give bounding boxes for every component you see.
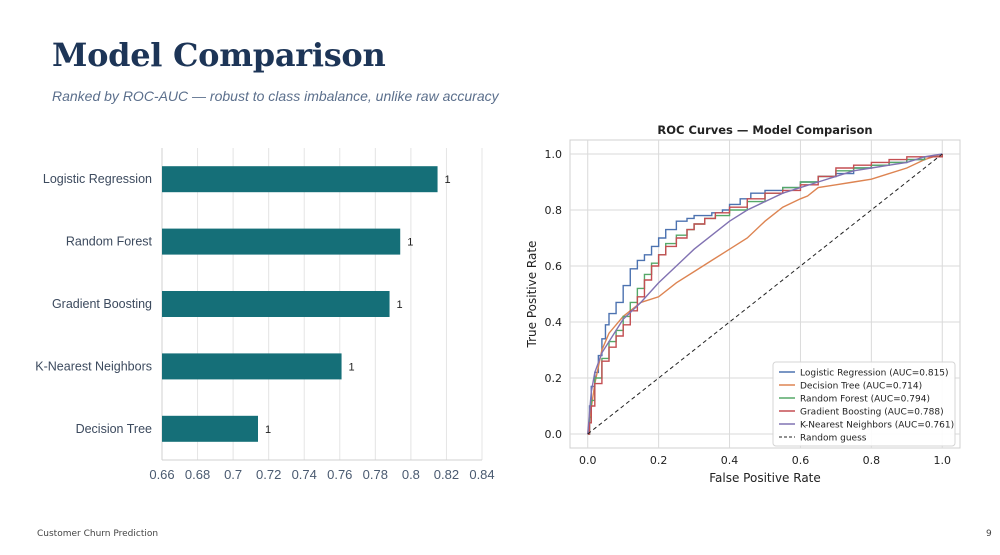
legend-label: Gradient Boosting (AUC=0.788)	[800, 408, 944, 418]
bar-category-label: Decision Tree	[76, 422, 152, 436]
x-tick-label: 0.68	[185, 467, 210, 482]
slide-title: Model Comparison	[52, 36, 386, 74]
roc-series-line	[587, 153, 943, 435]
bar-value-label: 1	[265, 424, 271, 436]
x-tick-label: 1.0	[934, 454, 952, 467]
x-tick-label: 0.4	[721, 454, 739, 467]
y-tick-label: 0.8	[545, 204, 563, 217]
bar	[162, 228, 401, 255]
roc-series-line	[587, 153, 943, 435]
bar	[162, 415, 258, 442]
chart-title: ROC Curves — Model Comparison	[657, 123, 872, 137]
y-tick-label: 0.2	[545, 372, 563, 385]
bar-value-label: 1	[349, 361, 355, 373]
auc-bar-chart: 0.66 0.68 0.7 0.72 0.74 0.76 0.78 0.8 0.82 0.84 Lo…	[35, 148, 495, 482]
x-tick-label: 0.82	[434, 467, 459, 482]
x-tick-label: 0.8	[402, 467, 420, 482]
bar-category-label: Logistic Regression	[43, 172, 152, 186]
x-tick-label: 0.2	[650, 454, 668, 467]
legend-label: Random Forest (AUC=0.794)	[800, 395, 930, 405]
bar-value-label: 1	[397, 299, 403, 311]
roc-series-line	[587, 153, 943, 435]
bar-category-label: Random Forest	[66, 235, 153, 249]
legend-box	[772, 361, 956, 447]
x-tick-label: 0.8	[863, 454, 881, 467]
y-tick-label: 1.0	[545, 148, 563, 161]
legend-label: Decision Tree (AUC=0.714)	[800, 382, 922, 392]
slide-subtitle: Ranked by ROC-AUC — robust to class imba…	[52, 88, 499, 104]
legend-label: K-Nearest Neighbors (AUC=0.761)	[800, 421, 954, 431]
footer-text: Customer Churn Prediction	[37, 529, 159, 539]
x-tick-label: 0.66	[149, 467, 174, 482]
x-tick-label: 0.74	[292, 467, 317, 482]
x-tick-label: 0.84	[469, 467, 494, 482]
x-axis-label: False Positive Rate	[709, 471, 821, 485]
page-number: 9	[986, 529, 992, 539]
y-tick-label: 0.4	[545, 316, 563, 329]
x-tick-label: 0.7	[224, 467, 242, 482]
bar-category-label: Gradient Boosting	[52, 297, 152, 311]
y-tick-label: 0.0	[545, 428, 563, 441]
y-axis-label: True Positive Rate	[525, 241, 539, 349]
legend-label: Random guess	[800, 434, 867, 444]
bar	[162, 166, 438, 193]
x-tick-label: 0.6	[792, 454, 810, 467]
bar-value-label: 1	[445, 174, 451, 186]
bar-value-label: 1	[407, 237, 413, 249]
x-tick-label: 0.72	[256, 467, 281, 482]
roc-curve-chart: ROC Curves — Model Comparison 0.0 0.2 0.4 0.…	[525, 123, 961, 485]
x-tick-label: 0.78	[363, 467, 388, 482]
bar	[162, 353, 342, 380]
x-tick-label: 0.76	[327, 467, 352, 482]
roc-series-line	[587, 154, 943, 435]
x-tick-label: 0.0	[579, 454, 597, 467]
y-tick-label: 0.6	[545, 260, 563, 273]
bar-category-label: K-Nearest Neighbors	[35, 359, 152, 373]
bar	[162, 291, 390, 317]
legend-label: Logistic Regression (AUC=0.815)	[800, 369, 949, 379]
